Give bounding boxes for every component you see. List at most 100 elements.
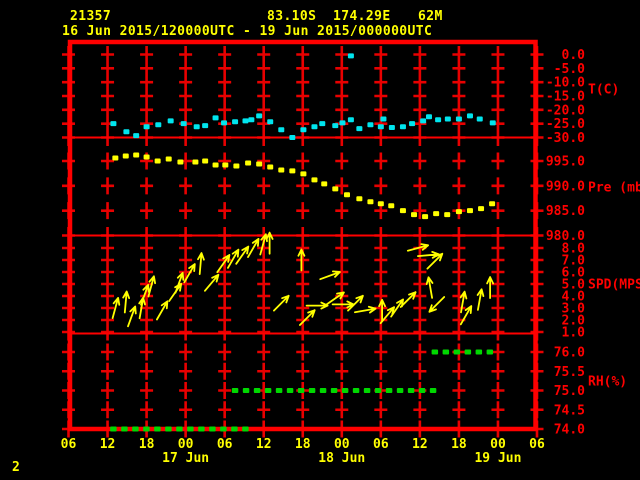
temperature-dot bbox=[435, 117, 442, 123]
pressure-dot bbox=[133, 152, 140, 158]
pressure-dot bbox=[356, 196, 363, 202]
temperature-dot bbox=[278, 127, 285, 133]
y-tick-label-relative_humidity: 74.5 bbox=[554, 403, 585, 418]
elevation: 62M bbox=[418, 9, 443, 24]
y-tick-label-wind_speed: 7.0 bbox=[562, 254, 586, 269]
humidity-dot bbox=[319, 388, 327, 393]
wind-arrow bbox=[459, 290, 468, 314]
humidity-dot bbox=[396, 388, 404, 393]
latitude: 83.10S bbox=[267, 9, 317, 24]
temperature-dot bbox=[466, 113, 473, 119]
pressure-dot bbox=[212, 162, 219, 168]
temperature-dot bbox=[221, 120, 228, 126]
y-tick-label-temperature: -25.0 bbox=[546, 117, 585, 132]
x-tick-label: 00 bbox=[490, 437, 506, 452]
humidity-dot bbox=[453, 349, 461, 355]
pressure-dot bbox=[300, 171, 307, 177]
pressure-dot bbox=[321, 181, 328, 187]
temperature-dot bbox=[409, 121, 416, 127]
pressure-dot bbox=[367, 199, 374, 205]
temperature-dot bbox=[212, 115, 219, 121]
humidity-dot bbox=[297, 388, 305, 393]
wind-arrow bbox=[426, 252, 444, 270]
humidity-dot bbox=[220, 426, 227, 432]
humidity-dot bbox=[431, 349, 439, 355]
y-tick-label-wind_speed: 8.0 bbox=[562, 242, 586, 257]
temperature-dot bbox=[476, 116, 483, 122]
y-tick-label-pressure: 990.0 bbox=[546, 179, 585, 194]
pressure-dot bbox=[411, 212, 418, 218]
wind-arrow bbox=[297, 248, 306, 272]
y-tick-label-relative_humidity: 75.0 bbox=[554, 384, 585, 399]
temperature-dot bbox=[202, 123, 209, 129]
humidity-dot bbox=[242, 426, 249, 432]
wind-arrow bbox=[147, 275, 156, 298]
wind-arrow bbox=[216, 254, 231, 274]
wind-arrow bbox=[325, 291, 345, 306]
wind-arrow bbox=[399, 291, 417, 308]
y-tick-label-pressure: 985.0 bbox=[546, 204, 585, 219]
wind-arrow bbox=[235, 245, 250, 265]
wind-arrow bbox=[378, 299, 386, 322]
humidity-dot bbox=[110, 426, 117, 432]
wind-arrow bbox=[299, 309, 316, 326]
humidity-dot bbox=[442, 349, 450, 355]
wind-arrow bbox=[425, 276, 434, 299]
humidity-dot bbox=[242, 388, 250, 393]
x-tick-label: 12 bbox=[412, 437, 428, 452]
pressure-dot bbox=[267, 164, 274, 170]
wind-arrow bbox=[459, 305, 473, 326]
humidity-dot bbox=[143, 426, 150, 432]
humidity-dot bbox=[121, 426, 128, 432]
x-tick-label: 12 bbox=[100, 437, 116, 452]
wind-arrow bbox=[406, 243, 429, 252]
page-number: 2 bbox=[12, 460, 21, 475]
temperature-dot bbox=[133, 133, 140, 139]
temperature-dot bbox=[425, 114, 432, 120]
humidity-dot bbox=[253, 388, 261, 393]
temperature-dot bbox=[489, 120, 496, 126]
wind-arrow bbox=[127, 305, 137, 328]
humidity-dot bbox=[275, 388, 283, 393]
wind-arrow bbox=[174, 272, 185, 294]
pressure-dot bbox=[388, 203, 395, 209]
pressure-dot bbox=[245, 160, 252, 166]
y-tick-label-relative_humidity: 74.0 bbox=[554, 423, 585, 438]
humidity-dot bbox=[231, 426, 238, 432]
humidity-dot bbox=[231, 388, 239, 393]
wind-arrow bbox=[379, 306, 395, 325]
temperature-dot bbox=[167, 118, 174, 124]
temperature-dot bbox=[367, 122, 374, 128]
wind-arrow bbox=[354, 305, 377, 314]
pressure-dot bbox=[422, 214, 429, 220]
pressure-dot bbox=[122, 153, 129, 159]
humidity-dot bbox=[330, 388, 338, 393]
temperature-dot bbox=[110, 121, 117, 127]
pressure-dot bbox=[222, 162, 229, 168]
pressure-dot bbox=[289, 168, 296, 174]
wind-arrow bbox=[247, 238, 260, 258]
temperature-dot bbox=[339, 120, 346, 126]
wind-arrow bbox=[331, 300, 355, 309]
temperature-dot bbox=[380, 116, 387, 122]
x-tick-label: 18 bbox=[295, 437, 311, 452]
x-tick-label: 18 bbox=[139, 437, 155, 452]
temperature-dot bbox=[289, 135, 296, 140]
pressure-dot bbox=[444, 212, 451, 218]
temperature-dot bbox=[242, 118, 249, 124]
y-tick-label-wind_speed: 3.0 bbox=[562, 302, 586, 317]
temperature-dot bbox=[399, 124, 406, 130]
wind-arrow bbox=[140, 284, 150, 306]
temperature-dot bbox=[256, 113, 263, 119]
plot-frame bbox=[67, 39, 538, 432]
humidity-dot bbox=[385, 388, 393, 393]
unit-label-pressure: Pre (mb) bbox=[588, 181, 640, 196]
grid-plus-marks bbox=[62, 46, 544, 438]
wind-arrow bbox=[347, 294, 364, 312]
x-tick-label: 00 bbox=[334, 437, 350, 452]
wind-arrow bbox=[183, 263, 196, 284]
wind-arrow bbox=[273, 294, 290, 312]
temperature-dot bbox=[444, 116, 451, 122]
pressure-dot bbox=[478, 206, 485, 212]
